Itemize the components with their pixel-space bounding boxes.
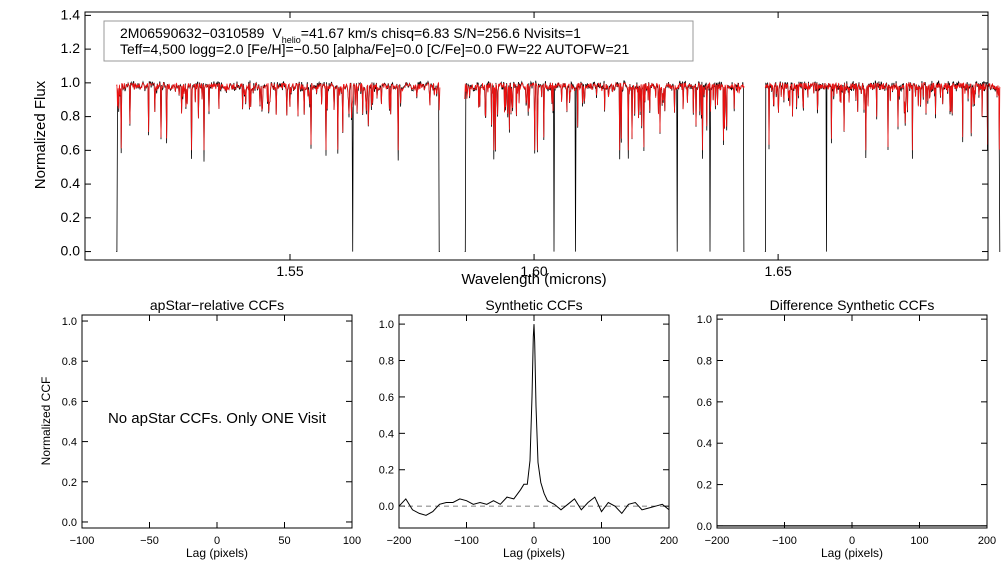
legend-star-id: 2M06590632−0310589 (120, 25, 265, 41)
synthetic-ccf-frame (398, 314, 670, 529)
difference-ccf-x-tick-label: 200 (978, 535, 996, 547)
spectrum-y-tick-label: 0.4 (61, 175, 81, 191)
no-ccf-message: No apStar CCFs. Only ONE Visit (108, 410, 327, 427)
spectrum-y-tick-label: 0.2 (61, 209, 81, 225)
difference-ccf-title: Difference Synthetic CCFs (770, 297, 935, 313)
synthetic-ccf-line (398, 324, 670, 516)
apstar-ccf-x-axis-label: Lag (pixels) (186, 546, 248, 560)
difference-ccf-x-tick-label: 100 (910, 535, 928, 547)
legend-v-subscript: helio (282, 35, 301, 45)
legend-line-2: Teff=4,500 logg=2.0 [Fe/H]=−0.50 [alpha/… (120, 41, 629, 57)
spectrum-model-line (464, 81, 745, 151)
apstar-ccf-title: apStar−relative CCFs (150, 297, 284, 313)
synthetic-ccf-lines (398, 324, 670, 516)
apstar-ccf-y-tick-label: 0.6 (62, 396, 77, 408)
apstar-ccf-frame (81, 314, 353, 529)
apstar-ccf-y-tick-label: 0.8 (62, 356, 77, 368)
spectrum-observed-line (764, 80, 1001, 252)
difference-ccf-panel: −200 −100 0 100 200 0.0 0.2 0.4 0.6 0.8 1.0 Differ… (697, 297, 996, 560)
apstar-ccf-x-tick-label: −50 (140, 535, 159, 547)
synthetic-ccf-y-tick-label: 0.6 (379, 392, 394, 404)
difference-ccf-y-tick-label: 0.4 (697, 438, 712, 450)
synthetic-ccf-x-tick-label: −200 (387, 535, 412, 547)
apstar-ccf-y-tick-label: 0.2 (62, 477, 77, 489)
spectrum-ticks: 1.55 1.60 1.65 0.0 0.2 0.4 0.6 0.8 1.0 1.2 1.4 (61, 6, 988, 279)
difference-ccf-x-tick-label: −200 (705, 535, 730, 547)
difference-ccf-y-tick-label: 0.0 (697, 521, 712, 533)
spectrum-y-axis-label: Normalized Flux (32, 80, 49, 189)
spectrum-y-tick-label: 1.0 (61, 74, 81, 90)
difference-ccf-y-tick-label: 0.2 (697, 480, 712, 492)
spectrum-y-tick-label: 1.4 (61, 6, 81, 22)
spectrum-model-line (116, 81, 441, 151)
synthetic-ccf-y-tick-label: 0.0 (379, 501, 394, 513)
apstar-ccf-x-tick-label: 100 (343, 535, 361, 547)
apstar-ccf-y-tick-label: 0.0 (62, 517, 77, 529)
spectrum-y-tick-label: 1.2 (61, 40, 81, 56)
legend-box (103, 20, 694, 62)
synthetic-ccf-panel: −200 −100 0 100 200 0.0 0.2 0.4 0.6 0.8 1.0 Synthe… (379, 297, 678, 560)
apstar-ccf-y-axis-label: Normalized CCF (39, 377, 53, 466)
difference-ccf-y-tick-label: 0.6 (697, 397, 712, 409)
legend-line-1: 2M06590632−0310589 Vhelio=41.67 km/s chis… (120, 25, 581, 45)
spectrum-lines (116, 80, 1001, 252)
difference-ccf-x-axis-label: Lag (pixels) (821, 546, 883, 560)
synthetic-ccf-x-tick-label: 200 (660, 535, 678, 547)
difference-ccf-x-tick-label: 0 (849, 535, 855, 547)
synthetic-ccf-x-tick-label: 100 (592, 535, 610, 547)
synthetic-ccf-x-tick-label: −100 (454, 535, 479, 547)
synthetic-ccf-y-tick-label: 0.8 (379, 356, 394, 368)
spectrum-x-tick-label: 1.60 (520, 263, 547, 279)
spectrum-model-line (764, 81, 1001, 151)
synthetic-ccf-ticks: −200 −100 0 100 200 0.0 0.2 0.4 0.6 0.8 1.0 (379, 315, 678, 547)
spectrum-y-tick-label: 0.0 (61, 243, 81, 259)
spectrum-observed-line (116, 80, 440, 252)
spectrum-x-tick-label: 1.65 (764, 263, 791, 279)
synthetic-ccf-y-tick-label: 1.0 (379, 319, 394, 331)
spectrum-frame (84, 11, 989, 261)
apstar-ccf-panel: −100 −50 0 50 100 0.0 0.2 0.4 0.6 0.8 1.0 apStar−r… (39, 297, 361, 560)
spectrum-y-tick-label: 0.6 (61, 141, 81, 157)
difference-ccf-ticks: −200 −100 0 100 200 0.0 0.2 0.4 0.6 0.8 1.0 (697, 314, 996, 547)
spectrum-legend: 2M06590632−0310589 Vhelio=41.67 km/s chis… (103, 20, 694, 62)
apstar-ccf-y-tick-label: 1.0 (62, 316, 77, 328)
apstar-ccf-y-tick-label: 0.4 (62, 437, 77, 449)
difference-ccf-frame (716, 314, 988, 529)
synthetic-ccf-y-tick-label: 0.2 (379, 465, 394, 477)
difference-ccf-x-tick-label: −100 (772, 535, 797, 547)
legend-line-1-rest: =41.67 km/s chisq=6.83 S/N=256.6 Nvisits… (301, 25, 581, 41)
legend-v-prefix: V (272, 25, 282, 41)
apstar-ccf-x-tick-label: 0 (214, 535, 220, 547)
apstar-ccf-ticks: −100 −50 0 50 100 0.0 0.2 0.4 0.6 0.8 1.0 (62, 315, 361, 547)
difference-ccf-y-tick-label: 0.8 (697, 355, 712, 367)
spectrum-y-tick-label: 0.8 (61, 108, 81, 124)
synthetic-ccf-x-axis-label: Lag (pixels) (503, 546, 565, 560)
synthetic-ccf-title: Synthetic CCFs (485, 297, 582, 313)
synthetic-ccf-x-tick-label: 0 (531, 535, 537, 547)
synthetic-ccf-y-tick-label: 0.4 (379, 428, 394, 440)
spectrum-x-axis-label: Wavelength (microns) (461, 271, 606, 288)
difference-ccf-y-tick-label: 1.0 (697, 314, 712, 326)
spectrum-x-tick-label: 1.55 (276, 263, 303, 279)
spectrum-panel: 1.55 1.60 1.65 0.0 0.2 0.4 0.6 0.8 1.0 1.2 1.4 Wav… (32, 6, 1001, 288)
apstar-ccf-x-tick-label: 50 (278, 535, 290, 547)
apstar-ccf-x-tick-label: −100 (70, 535, 95, 547)
